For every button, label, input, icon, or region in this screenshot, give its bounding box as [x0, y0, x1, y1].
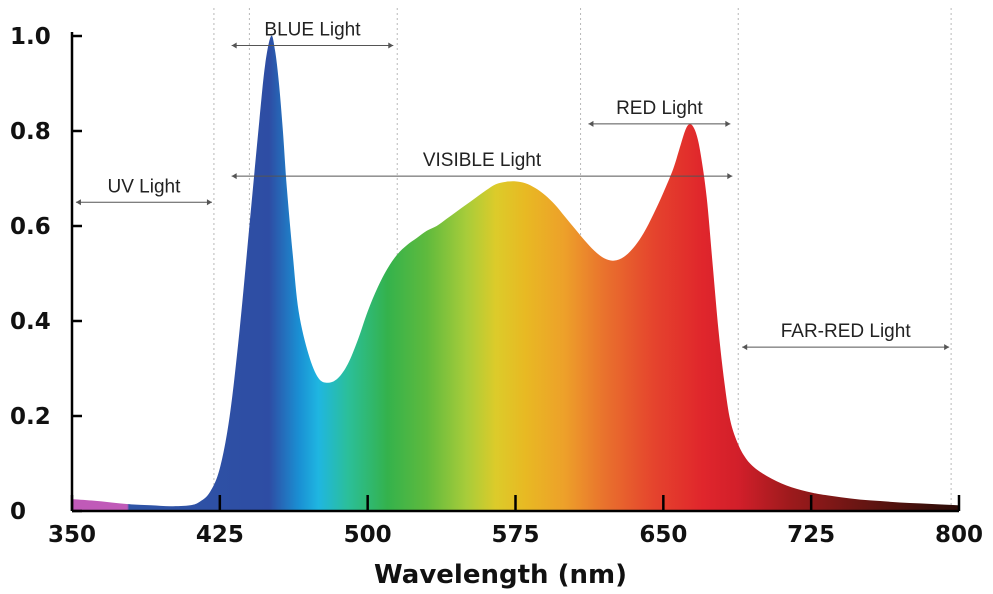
x-tick-label: 725: [787, 522, 835, 548]
annotation-arrow-left: [742, 344, 748, 351]
y-tick-label: 1.0: [10, 24, 51, 50]
y-tick-label: 0: [10, 499, 26, 525]
annotation-arrow-left: [231, 42, 237, 49]
annotation-label: FAR-RED Light: [781, 321, 912, 342]
x-tick-label: 800: [935, 522, 983, 548]
annotation-label: UV Light: [108, 176, 182, 197]
annotation-arrow-right: [727, 173, 733, 180]
x-tick-label: 350: [48, 522, 96, 548]
annotation-arrow-right: [206, 199, 212, 206]
x-axis-title: Wavelength (nm): [374, 560, 627, 590]
annotation-label: BLUE Light: [264, 20, 361, 41]
y-tick-label: 0.6: [10, 214, 51, 240]
x-tick-label: 500: [344, 522, 392, 548]
range-annotations: UV Light BLUE Light VISIBLE Light RED Light…: [75, 20, 950, 351]
y-tick-label: 0.4: [10, 309, 51, 335]
annotation-arrow-right: [388, 42, 394, 49]
x-tick-label: 650: [639, 522, 687, 548]
x-tick-label: 575: [491, 522, 539, 548]
spectrum-area: [72, 35, 959, 511]
y-tick-label: 0.8: [10, 119, 51, 145]
x-tick-label: 425: [196, 522, 244, 548]
spectrum-series-area: [72, 35, 959, 511]
annotation-arrow-right: [944, 344, 950, 351]
annotation-arrow-left: [588, 120, 594, 127]
annotation-arrow-right: [725, 120, 731, 127]
annotation-arrow-left: [231, 173, 237, 180]
y-tick-label: 0.2: [10, 404, 51, 430]
annotation-label: VISIBLE Light: [423, 150, 542, 171]
annotation-label: RED Light: [616, 98, 703, 119]
axes: 350 425 500 575 650 725 800 0 0.2 0.4 0.6 0.8 1.0: [10, 24, 983, 548]
annotation-arrow-left: [75, 199, 81, 206]
